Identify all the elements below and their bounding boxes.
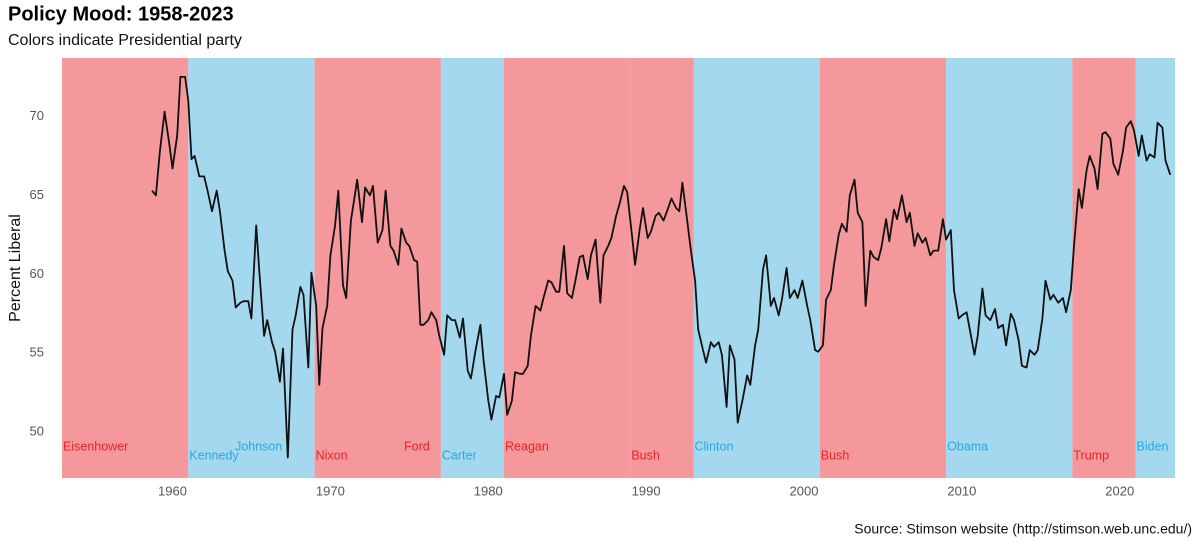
y-tick-label: 50	[30, 424, 44, 439]
party-band	[234, 58, 315, 478]
y-tick-label: 55	[30, 345, 44, 360]
president-label: Ford	[404, 439, 430, 453]
x-tick-label: 2020	[1105, 483, 1134, 498]
president-label: Trump	[1073, 448, 1109, 462]
y-tick-label: 65	[30, 187, 44, 202]
party-band	[1072, 58, 1136, 478]
party-band	[630, 58, 694, 478]
x-tick-label: 1980	[474, 483, 503, 498]
party-band	[946, 58, 1073, 478]
y-axis-label: Percent Liberal	[7, 214, 24, 322]
party-band	[403, 58, 441, 478]
y-tick-label: 60	[30, 266, 44, 281]
party-band	[693, 58, 820, 478]
chart-title: Policy Mood: 1958-2023	[8, 3, 234, 25]
president-label: Clinton	[694, 439, 733, 453]
x-tick-label: 1970	[316, 483, 345, 498]
mood-line	[151, 76, 1172, 459]
president-label: Nixon	[316, 448, 348, 462]
y-tick-label: 70	[30, 108, 44, 123]
source-note: Source: Stimson website (http://stimson.…	[854, 521, 1192, 537]
x-tick-label: 2010	[947, 483, 976, 498]
president-label: Bush	[631, 448, 660, 462]
president-label: Obama	[947, 439, 988, 453]
president-label: Johnson	[235, 439, 282, 453]
x-tick-label: 2000	[790, 483, 819, 498]
party-band	[440, 58, 505, 478]
president-label: Eisenhower	[63, 439, 128, 453]
chart-subtitle: Colors indicate Presidential party	[8, 32, 242, 49]
president-label: Reagan	[505, 439, 549, 453]
party-band	[819, 58, 947, 478]
president-label: Kennedy	[189, 448, 239, 462]
party-band	[62, 58, 189, 478]
president-label: Carter	[442, 448, 477, 462]
x-tick-label: 1960	[158, 483, 187, 498]
party-band	[1135, 58, 1175, 478]
party-band	[504, 58, 631, 478]
x-tick-label: 1990	[632, 483, 661, 498]
party-band	[314, 58, 404, 478]
president-label: Bush	[821, 448, 850, 462]
president-label: Biden	[1137, 439, 1169, 453]
